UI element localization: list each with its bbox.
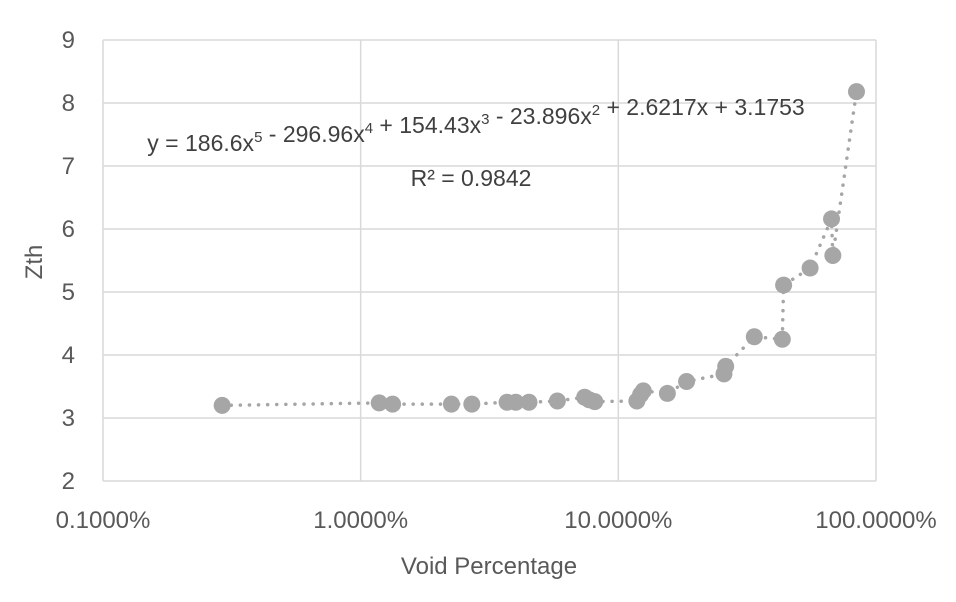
data-point — [634, 382, 652, 400]
y-tick-label: 3 — [62, 405, 75, 432]
data-point — [507, 393, 525, 411]
data-point — [823, 210, 841, 228]
data-point — [370, 394, 388, 412]
data-point — [384, 395, 402, 413]
y-tick-label: 6 — [62, 216, 75, 243]
data-point — [717, 357, 735, 375]
x-tick-label: 0.1000% — [56, 507, 151, 534]
x-axis-title: Void Percentage — [401, 553, 577, 580]
data-point — [773, 330, 791, 348]
equation-term: + 154.43x — [373, 112, 482, 138]
equation-term: y = 186.6x — [147, 130, 254, 156]
equation-term: - 23.896x — [489, 103, 592, 129]
equation-exponent: 2 — [592, 102, 600, 119]
data-point — [213, 396, 231, 414]
data-point — [586, 393, 604, 411]
y-tick-label: 2 — [62, 468, 75, 495]
data-point — [463, 395, 481, 413]
r-squared-label: R² = 0.9842 — [411, 165, 532, 191]
equation-exponent: 5 — [254, 129, 262, 146]
y-tick-label: 5 — [62, 279, 75, 306]
y-tick-label: 4 — [62, 342, 75, 369]
equation-term: + 2.6217x + 3.1753 — [600, 94, 805, 120]
equation-term: - 296.96x — [262, 121, 365, 147]
y-tick-labels: 2 3 4 5 6 7 8 9 — [62, 27, 75, 495]
equation-exponent: 4 — [365, 120, 373, 137]
data-point — [775, 276, 793, 294]
y-tick-label: 9 — [62, 27, 75, 54]
x-tick-label: 10.0000% — [564, 507, 672, 534]
y-axis-title: Zth — [21, 245, 48, 280]
data-point — [442, 395, 460, 413]
data-point — [824, 246, 842, 264]
grid — [102, 39, 877, 482]
data-point — [847, 83, 865, 101]
equation-exponent: 3 — [481, 111, 489, 128]
trendline-equation: y = 186.6x5 - 296.96x4 + 154.43x3 - 23.8… — [147, 94, 804, 156]
data-point — [745, 328, 763, 346]
x-tick-label: 100.0000% — [815, 507, 936, 534]
x-tick-labels: 0.1000% 1.0000% 10.0000% 100.0000% — [56, 507, 937, 534]
data-point — [548, 392, 566, 410]
y-tick-label: 8 — [62, 90, 75, 117]
y-tick-label: 7 — [62, 153, 75, 180]
data-points — [213, 83, 865, 414]
data-point — [801, 259, 819, 277]
data-point — [658, 384, 676, 402]
data-point — [520, 393, 538, 411]
x-tick-label: 1.0000% — [313, 507, 408, 534]
data-point — [678, 372, 696, 390]
